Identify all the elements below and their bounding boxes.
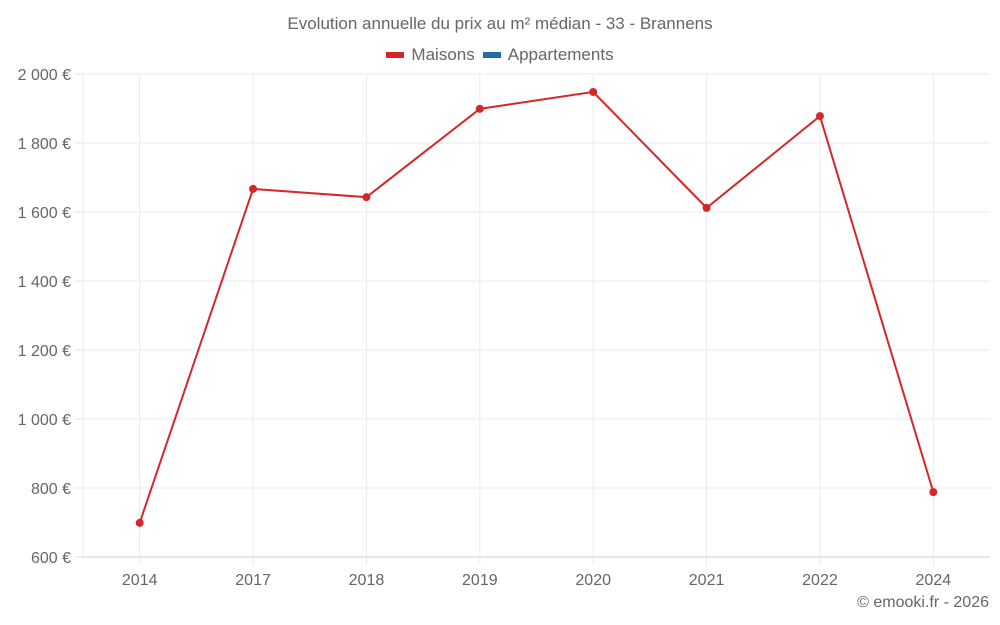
legend-label-maisons: Maisons <box>411 45 475 64</box>
x-tick-label: 2019 <box>462 572 498 589</box>
legend-swatch-appartements <box>482 52 501 58</box>
legend: Maisons Appartements <box>0 45 1000 65</box>
data-point[interactable] <box>362 193 371 202</box>
chart-title: Evolution annuelle du prix au m² médian … <box>287 14 713 33</box>
data-point[interactable] <box>702 203 711 212</box>
data-point[interactable] <box>589 87 598 96</box>
data-point[interactable] <box>135 518 144 527</box>
data-point[interactable] <box>929 488 938 497</box>
x-tick-label: 2018 <box>349 572 385 589</box>
x-tick-label: 2024 <box>916 572 952 589</box>
x-tick-label: 2014 <box>122 572 158 589</box>
y-tick-label: 1 600 € <box>18 205 71 222</box>
legend-label-appartements: Appartements <box>507 45 614 64</box>
y-tick-label: 600 € <box>31 550 71 567</box>
gridlines <box>82 73 990 565</box>
y-tick-label: 800 € <box>31 481 71 498</box>
x-tick-label: 2021 <box>689 572 725 589</box>
y-tick-label: 1 400 € <box>18 274 71 291</box>
data-point[interactable] <box>249 184 258 193</box>
x-tick-label: 2017 <box>235 572 271 589</box>
y-tick-label: 1 800 € <box>18 136 71 153</box>
y-tick-label: 1 000 € <box>18 412 71 429</box>
series-line <box>138 90 935 524</box>
credit-text: © emooki.fr - 2026 <box>857 594 989 611</box>
legend-swatch-maisons <box>386 52 405 58</box>
series-maisons <box>135 87 938 527</box>
y-tick-label: 1 200 € <box>18 343 71 360</box>
x-tick-label: 2022 <box>802 572 838 589</box>
x-tick-label: 2020 <box>575 572 611 589</box>
legend-item-appartements[interactable]: Appartements <box>482 45 614 65</box>
data-point[interactable] <box>475 104 484 113</box>
y-tick-label: 2 000 € <box>18 67 71 84</box>
data-point[interactable] <box>815 112 824 121</box>
axes: 600 € 800 € 1 000 € 1 200 € 1 400 € 1 600 € 1 … <box>18 67 952 589</box>
legend-item-maisons[interactable]: Maisons <box>386 45 475 65</box>
